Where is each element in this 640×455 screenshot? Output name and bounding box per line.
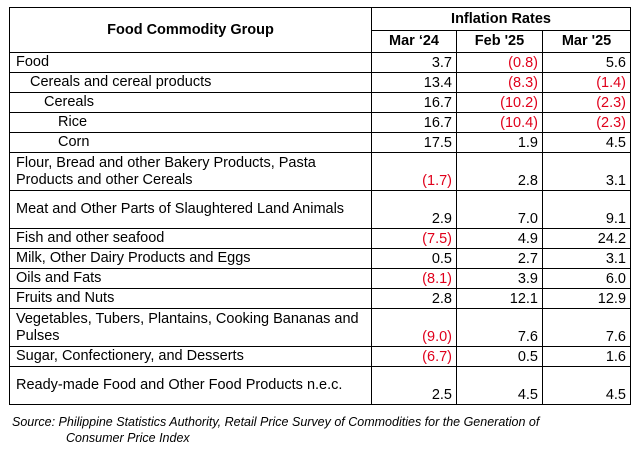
row-label: Rice xyxy=(9,112,372,133)
table-row: Rice 16.7 (10.4) (2.3) xyxy=(9,112,632,133)
row-value: 9.1 xyxy=(541,190,632,229)
column-header-feb-25: Feb '25 xyxy=(456,30,543,53)
row-value: (10.4) xyxy=(456,112,543,133)
column-header-mar-25: Mar '25 xyxy=(541,30,632,53)
row-value: 5.6 xyxy=(541,52,632,73)
row-value: 3.7 xyxy=(371,52,457,73)
row-value: (8.1) xyxy=(371,268,457,289)
table-row: Cereals and cereal products 13.4 (8.3) (1.4… xyxy=(9,72,632,93)
table-row: Fish and other seafood (7.5) 4.9 24.2 xyxy=(9,228,632,249)
row-value: 4.5 xyxy=(541,366,632,405)
table-row: Food 3.7 (0.8) 5.6 xyxy=(9,52,632,73)
row-value: (1.7) xyxy=(371,152,457,191)
row-value: (10.2) xyxy=(456,92,543,113)
row-label: Milk, Other Dairy Products and Eggs xyxy=(9,248,372,269)
table-row: Fruits and Nuts 2.8 12.1 12.9 xyxy=(9,288,632,309)
row-value: 4.5 xyxy=(456,366,543,405)
table-row: Flour, Bread and other Bakery Products, … xyxy=(9,152,632,191)
source-line-1: Source: Philippine Statistics Authority,… xyxy=(12,415,540,429)
row-value: 16.7 xyxy=(371,92,457,113)
row-value: (7.5) xyxy=(371,228,457,249)
rates-header: Inflation Rates xyxy=(370,6,632,32)
source-line-2: Consumer Price Index xyxy=(66,431,190,445)
row-label: Meat and Other Parts of Slaughtered Land… xyxy=(9,190,372,229)
row-value: 2.9 xyxy=(371,190,457,229)
table-row: Oils and Fats (8.1) 3.9 6.0 xyxy=(9,268,632,289)
table-row: Meat and Other Parts of Slaughtered Land… xyxy=(9,190,632,229)
inflation-table: Food Commodity Group Inflation Rates Mar… xyxy=(9,6,632,405)
row-value: 3.9 xyxy=(456,268,543,289)
row-value: 17.5 xyxy=(371,132,457,153)
row-label: Cereals xyxy=(9,92,372,113)
row-value: 13.4 xyxy=(371,72,457,93)
row-value: 2.7 xyxy=(456,248,543,269)
row-value: (8.3) xyxy=(456,72,543,93)
row-value: 0.5 xyxy=(456,346,543,367)
table-row: Milk, Other Dairy Products and Eggs 0.5 2.… xyxy=(9,248,632,269)
row-label: Flour, Bread and other Bakery Products, … xyxy=(9,152,372,191)
table-row: Cereals 16.7 (10.2) (2.3) xyxy=(9,92,632,113)
row-value: 12.9 xyxy=(541,288,632,309)
row-value: (2.3) xyxy=(541,92,632,113)
row-value: 2.8 xyxy=(371,288,457,309)
row-value: 7.6 xyxy=(541,308,632,347)
row-value: 24.2 xyxy=(541,228,632,249)
row-value: 16.7 xyxy=(371,112,457,133)
table-row: Vegetables, Tubers, Plantains, Cooking B… xyxy=(9,308,632,347)
row-value: 6.0 xyxy=(541,268,632,289)
row-value: 3.1 xyxy=(541,152,632,191)
row-value: 4.5 xyxy=(541,132,632,153)
row-label: Corn xyxy=(9,132,372,153)
row-value: (9.0) xyxy=(371,308,457,347)
table-row: Corn 17.5 1.9 4.5 xyxy=(9,132,632,153)
table-body: Food 3.7 (0.8) 5.6 Cereals and cereal produc… xyxy=(9,52,632,405)
row-value: 12.1 xyxy=(456,288,543,309)
row-value: 7.0 xyxy=(456,190,543,229)
row-label: Ready-made Food and Other Food Products … xyxy=(9,366,372,405)
row-value: 2.8 xyxy=(456,152,543,191)
group-header: Food Commodity Group xyxy=(9,7,372,53)
source-note: Source: Philippine Statistics Authority,… xyxy=(12,414,612,446)
table-row: Ready-made Food and Other Food Products … xyxy=(9,366,632,405)
row-value: 0.5 xyxy=(371,248,457,269)
row-label: Fish and other seafood xyxy=(9,228,372,249)
row-value: (6.7) xyxy=(371,346,457,367)
row-value: 2.5 xyxy=(371,366,457,405)
row-value: 7.6 xyxy=(456,308,543,347)
row-value: 4.9 xyxy=(456,228,543,249)
row-value: (0.8) xyxy=(456,52,543,73)
row-value: 3.1 xyxy=(541,248,632,269)
row-label: Food xyxy=(9,52,372,73)
row-label: Vegetables, Tubers, Plantains, Cooking B… xyxy=(9,308,372,347)
row-value: (1.4) xyxy=(541,72,632,93)
column-header-mar-24: Mar ‘24 xyxy=(371,30,457,53)
row-value: (2.3) xyxy=(541,112,632,133)
row-value: 1.9 xyxy=(456,132,543,153)
row-label: Fruits and Nuts xyxy=(9,288,372,309)
row-value: 1.6 xyxy=(541,346,632,367)
table-row: Sugar, Confectionery, and Desserts (6.7) 0… xyxy=(9,346,632,367)
row-label: Sugar, Confectionery, and Desserts xyxy=(9,346,372,367)
row-label: Cereals and cereal products xyxy=(9,72,372,93)
row-label: Oils and Fats xyxy=(9,268,372,289)
